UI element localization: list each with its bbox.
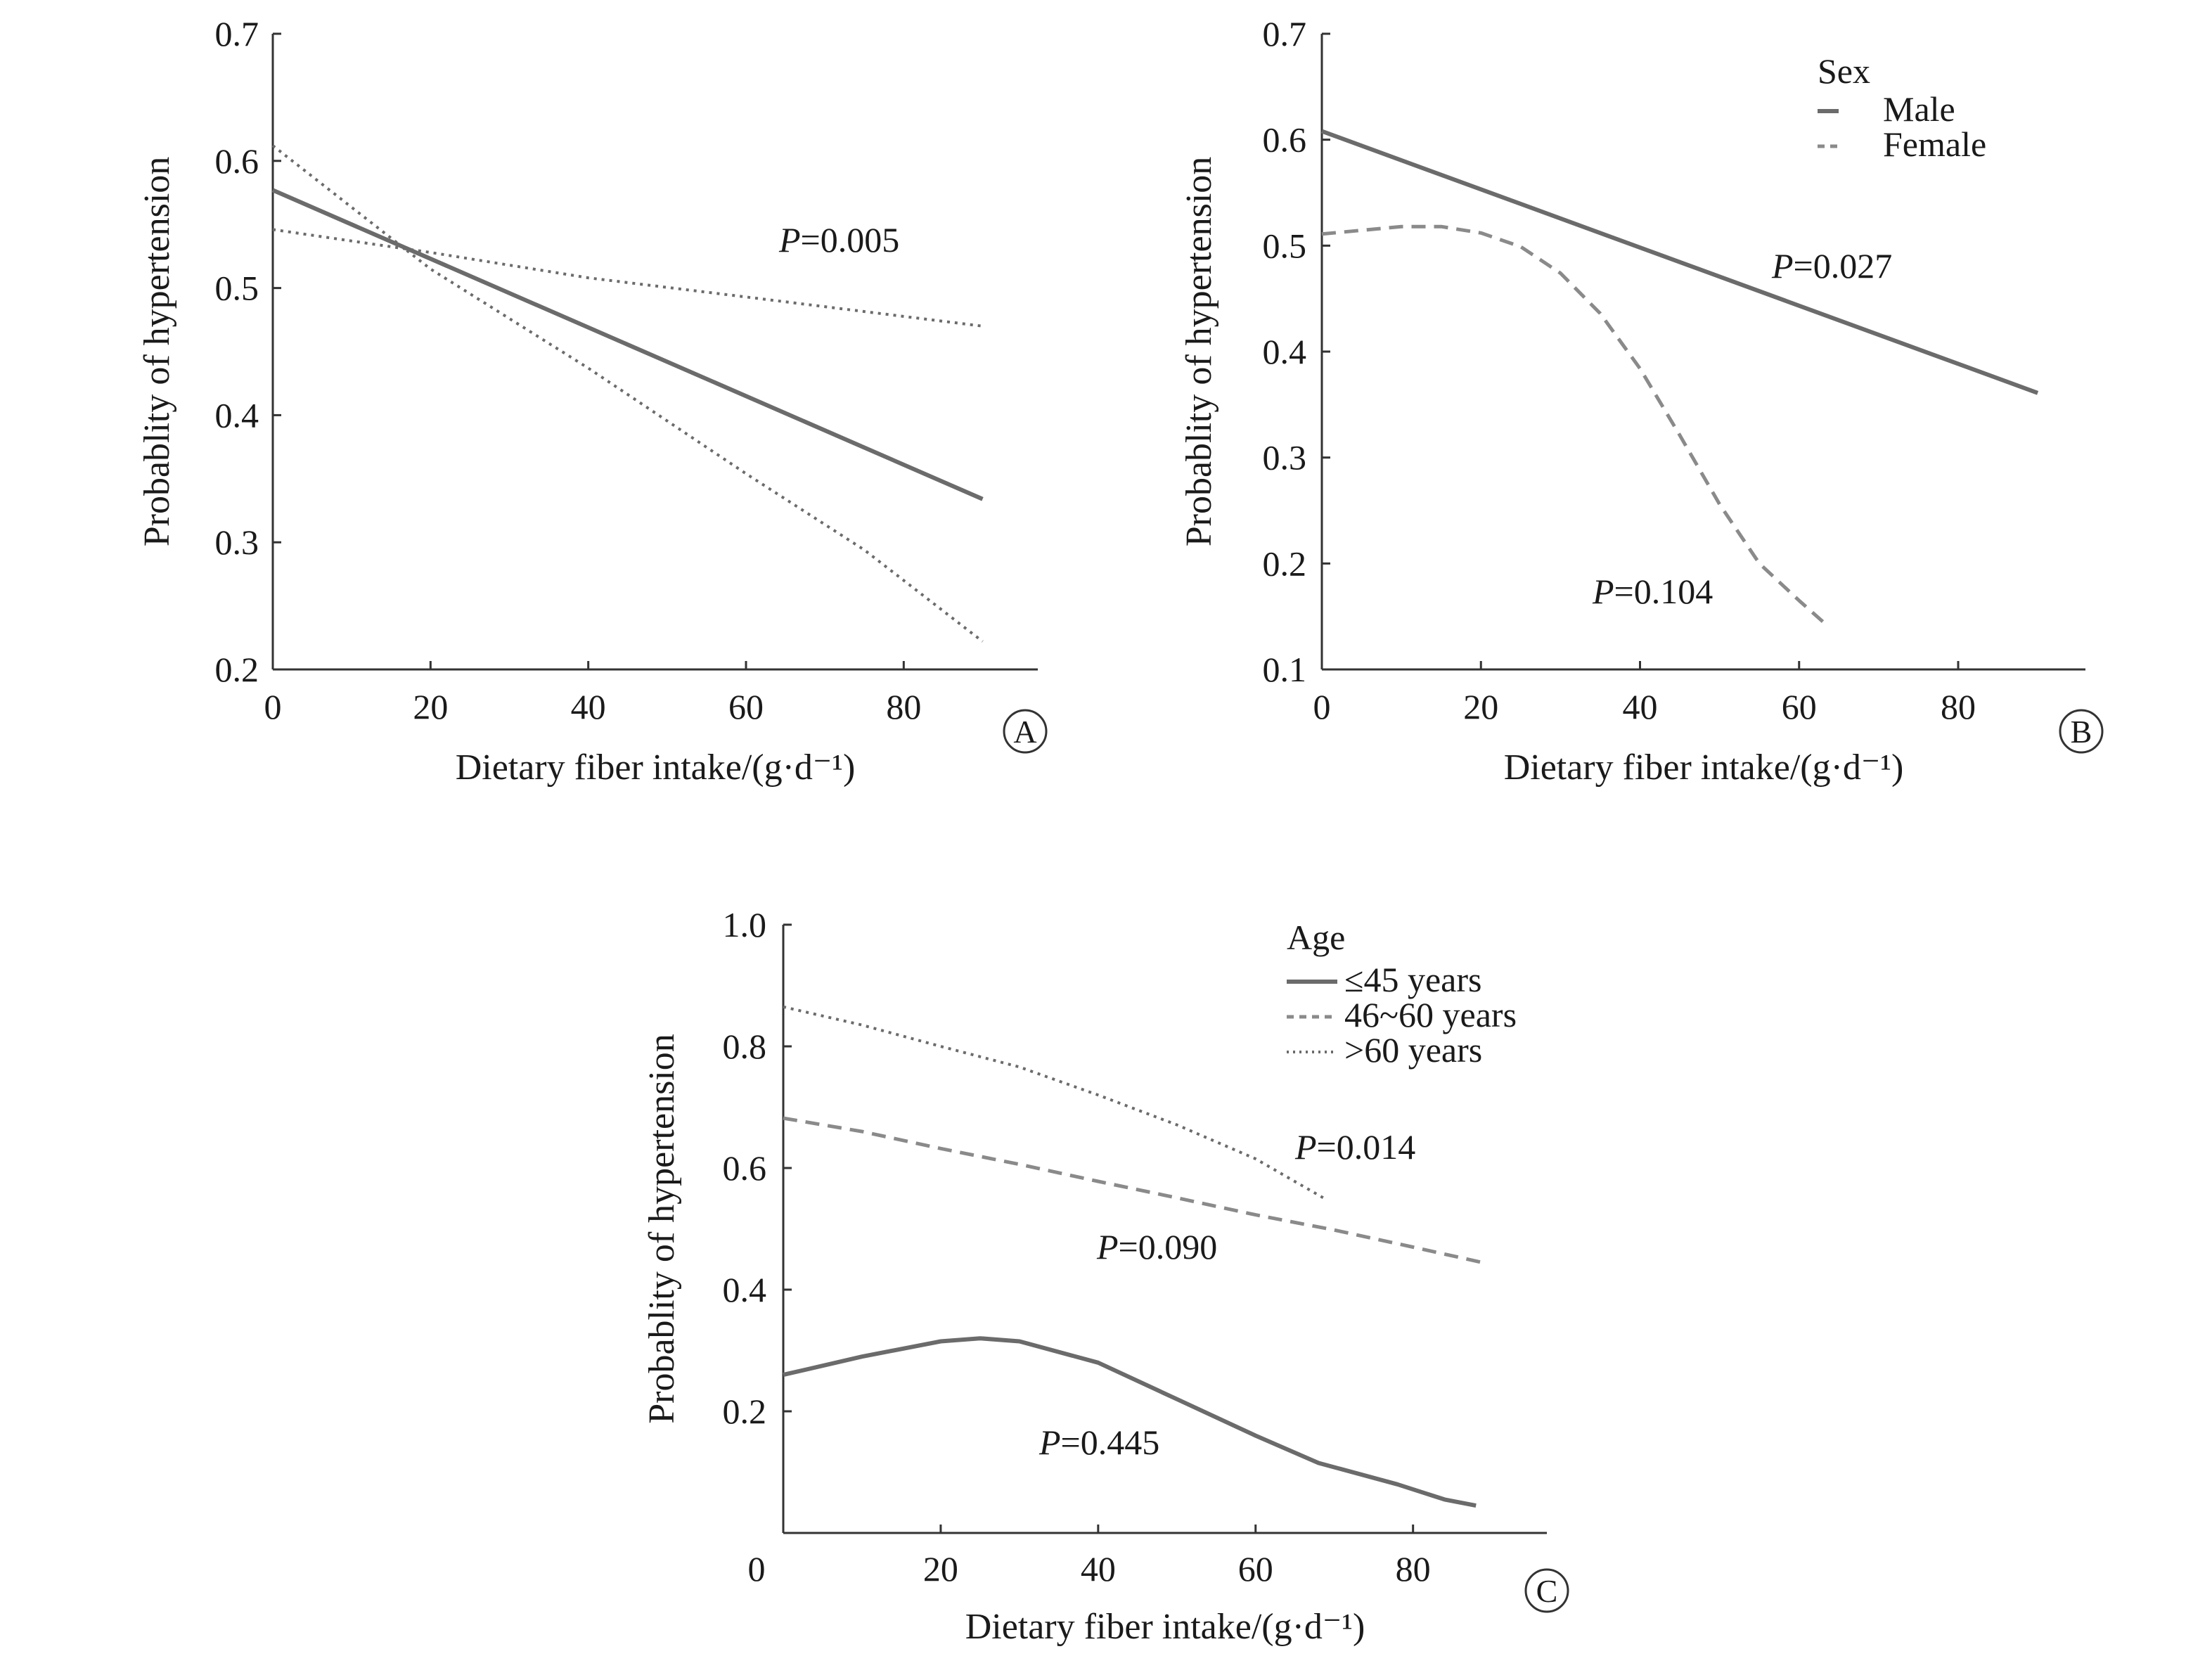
legend-label: >60 years xyxy=(1344,1030,1482,1070)
x-tick-label: 80 xyxy=(1941,687,1976,726)
legend-title: Age xyxy=(1287,918,1345,957)
panel-letter: A xyxy=(1013,714,1036,750)
x-tick-label: 0 xyxy=(264,687,282,726)
series-line-2 xyxy=(272,228,983,328)
y-tick-label: 0.6 xyxy=(1263,120,1307,160)
legend-label: 46~60 years xyxy=(1344,995,1517,1034)
series-line-1 xyxy=(271,144,984,643)
series-line-male xyxy=(1320,129,2039,395)
x-tick-label: 20 xyxy=(1463,687,1498,726)
panel-letter: B xyxy=(2071,714,2092,750)
panel-label-circle xyxy=(2059,709,2104,754)
origin-label: 0 xyxy=(748,1549,766,1589)
legend-title: Sex xyxy=(1818,51,1870,91)
panel-B: 0.1 0.2 0.3 0.4 0.5 0.6 0.7 0 20 40 60 80 Dietary fi… xyxy=(1179,14,2104,788)
x-tick-label: 60 xyxy=(1782,687,1817,726)
y-tick-label: 1.0 xyxy=(723,905,767,944)
x-tick-label: 40 xyxy=(1081,1549,1116,1589)
y-tick-label: 0.3 xyxy=(215,522,259,562)
p-value-annotation: P=0.090 xyxy=(1096,1227,1217,1266)
series-line-46-60-years xyxy=(783,1116,1484,1265)
p-value-annotation: P=0.027 xyxy=(1771,246,1892,285)
x-axis-title: Dietary fiber intake/(g·d⁻¹) xyxy=(1504,747,1904,788)
y-axis-title: Probablity of hypertension xyxy=(1179,157,1219,547)
panel-label: B xyxy=(2059,709,2104,754)
legend-label: Male xyxy=(1883,89,1955,129)
y-tick-label: 0.7 xyxy=(1263,14,1307,53)
y-tick-label: 0.4 xyxy=(723,1270,767,1309)
x-tick-label: 40 xyxy=(1623,687,1658,726)
x-axis-title: Dietary fiber intake/(g·d⁻¹) xyxy=(965,1607,1365,1647)
y-tick-label: 0.5 xyxy=(215,269,259,308)
panel-label: C xyxy=(1524,1568,1569,1613)
series-line--45-years xyxy=(783,1336,1477,1508)
y-tick-label: 0.2 xyxy=(1263,544,1307,583)
p-value-annotation: P=0.445 xyxy=(1039,1423,1159,1462)
y-tick-label: 0.4 xyxy=(1263,332,1307,371)
y-tick-label: 0.4 xyxy=(215,395,259,435)
x-tick-label: 20 xyxy=(413,687,448,726)
y-axis-title: Probablity of hypertension xyxy=(137,157,177,547)
panel-label-circle xyxy=(1524,1568,1569,1613)
y-tick-label: 0.8 xyxy=(723,1027,767,1066)
x-tick-label: 20 xyxy=(923,1549,958,1589)
panel-label: A xyxy=(1003,709,1048,754)
p-value-annotation: P=0.005 xyxy=(778,220,899,259)
y-tick-label: 0.6 xyxy=(723,1148,767,1188)
y-tick-label: 0.2 xyxy=(723,1392,767,1431)
y-tick-label: 0.2 xyxy=(215,650,259,689)
x-axis-title: Dietary fiber intake/(g·d⁻¹) xyxy=(456,747,856,788)
series-line-female xyxy=(1321,224,1825,624)
y-tick-label: 0.5 xyxy=(1263,226,1307,265)
series-line-0 xyxy=(271,188,984,501)
x-tick-label: 40 xyxy=(571,687,606,726)
y-tick-label: 0.1 xyxy=(1263,650,1307,689)
y-axis-title: Probablity of hypertension xyxy=(642,1034,682,1424)
p-value-annotation: P=0.104 xyxy=(1592,572,1713,611)
series-line--60-years xyxy=(783,1005,1327,1201)
y-tick-label: 0.6 xyxy=(215,141,259,181)
legend-label: ≤45 years xyxy=(1344,960,1481,999)
x-tick-label: 80 xyxy=(1396,1549,1431,1589)
panel-letter: C xyxy=(1536,1573,1558,1609)
panel-A: 0.2 0.3 0.4 0.5 0.6 0.7 0 20 40 60 80 Dietary fiber… xyxy=(137,14,1048,788)
panel-C: 0.2 0.4 0.6 0.8 1.0 20 40 60 80 0 Dietary fiber in… xyxy=(642,905,1569,1647)
x-tick-label: 60 xyxy=(1238,1549,1273,1589)
x-tick-label: 60 xyxy=(728,687,764,726)
p-value-annotation: P=0.014 xyxy=(1294,1127,1415,1167)
y-tick-label: 0.7 xyxy=(215,14,259,53)
y-tick-label: 0.3 xyxy=(1263,438,1307,477)
panel-label-circle xyxy=(1003,709,1048,754)
legend-label: Female xyxy=(1883,124,1986,164)
x-tick-label: 0 xyxy=(1313,687,1331,726)
x-tick-label: 80 xyxy=(886,687,921,726)
